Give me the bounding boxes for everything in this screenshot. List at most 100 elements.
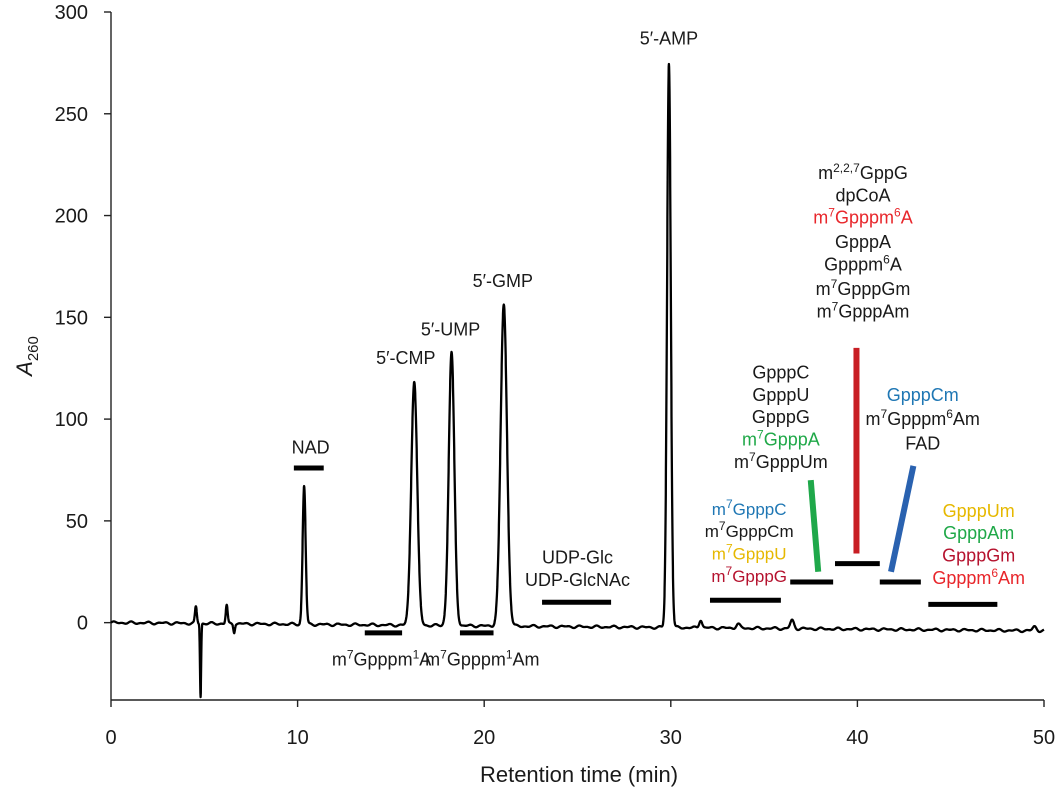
y-tick-label-250: 250	[55, 104, 88, 126]
annotation-15-part-4: A	[901, 208, 913, 228]
annotation-0: UDP-Glc	[542, 548, 613, 568]
peak-label-4: NAD	[292, 438, 330, 458]
annotation-4-part-1: 7	[726, 497, 733, 511]
annotation-11: m7GpppA	[742, 428, 820, 450]
annotation-25: GpppGm	[942, 546, 1015, 566]
y-axis-title-letter: A	[12, 361, 37, 378]
leader-lines	[807, 347, 917, 573]
annotation-16: GpppA	[835, 232, 891, 252]
annotation-23: GpppUm	[943, 501, 1015, 521]
annotation-15: m7Gpppm6A	[813, 206, 912, 228]
annotation-7-part-1: 7	[726, 564, 733, 578]
annotation-13: m2,2,7GppG	[818, 161, 908, 183]
annotation-7-part-0: m	[711, 567, 725, 586]
axes	[110, 12, 1044, 701]
annotation-6-part-0: m	[712, 545, 726, 564]
annotation-17: Gpppm6A	[824, 253, 902, 275]
annotation-18-part-1: 7	[831, 277, 838, 291]
annotation-25-part-0: GpppGm	[942, 546, 1015, 566]
x-tick-label-10: 10	[286, 727, 308, 749]
annotation-3-part-2: Gpppm	[447, 649, 506, 669]
annotation-0-part-0: UDP-Glc	[542, 548, 613, 568]
annotation-13-part-0: m	[818, 163, 833, 183]
annotation-21-part-2: Gpppm	[887, 409, 946, 429]
annotation-5-part-0: m	[705, 522, 719, 541]
annotation-5: m7GpppCm	[705, 519, 794, 541]
y-axis-title: A260	[12, 336, 42, 378]
annotation-2: m7Gpppm1A	[332, 647, 431, 669]
annotation-1: UDP-GlcNAc	[525, 570, 630, 590]
annotation-20: GpppCm	[887, 385, 959, 405]
y-tick-label-100: 100	[55, 409, 88, 431]
annotation-20-part-0: GpppCm	[887, 385, 959, 405]
annotation-3-part-0: m	[425, 649, 440, 669]
y-tick-label-0: 0	[77, 613, 88, 635]
annotation-1-part-0: UDP-GlcNAc	[525, 570, 630, 590]
peak-label-0: 5′-AMP	[640, 29, 698, 49]
annotation-12: m7GpppUm	[734, 450, 828, 472]
x-axis-title: Retention time (min)	[480, 762, 678, 787]
annotation-26-part-2: Am	[998, 568, 1025, 588]
annotation-8: GpppC	[752, 362, 809, 382]
range-bars	[293, 465, 998, 636]
annotation-15-part-3: 6	[894, 206, 901, 220]
annotation-24-part-0: GpppAm	[943, 523, 1014, 543]
annotation-3: m7Gpppm1Am	[425, 647, 539, 669]
peak-labels: 5′-AMP 5′-GMP 5′-UMP 5′-CMP NAD	[292, 29, 698, 458]
y-tick-label-50: 50	[66, 511, 88, 533]
annotation-2-part-2: Gpppm	[354, 649, 413, 669]
y-axis-title-subscript: 260	[25, 336, 42, 361]
annotation-17-part-1: 6	[883, 253, 890, 267]
annotation-13-part-2: GppG	[860, 163, 908, 183]
y-tick-label-200: 200	[55, 206, 88, 228]
annotation-15-part-1: 7	[828, 206, 835, 220]
annotation-19-part-2: GpppAm	[838, 301, 909, 321]
annotation-22: FAD	[905, 434, 940, 454]
annotation-2-part-3: 1	[413, 647, 420, 661]
x-tick-label-30: 30	[660, 727, 682, 749]
annotation-11-part-2: GpppA	[764, 430, 820, 450]
annotation-19-part-1: 7	[832, 299, 839, 313]
x-tick-label-20: 20	[473, 727, 495, 749]
y-tick-label-150: 150	[55, 307, 88, 329]
annotation-21-part-4: Am	[953, 409, 980, 429]
annotation-9-part-0: GpppU	[752, 385, 809, 405]
annotation-10: GpppG	[752, 407, 810, 427]
annotation-2-part-0: m	[332, 649, 347, 669]
annotation-21-part-1: 7	[881, 407, 888, 421]
y-tick-label-300: 300	[55, 2, 88, 24]
annotation-24: GpppAm	[943, 523, 1014, 543]
annotation-2-part-1: 7	[347, 647, 354, 661]
annotation-6-part-2: GpppU	[733, 545, 787, 564]
x-tick-label-50: 50	[1033, 727, 1055, 749]
chromatogram-trace	[110, 62, 1045, 699]
annotation-18-part-0: m	[816, 279, 831, 299]
leader-line-0	[807, 479, 822, 573]
annotation-2-part-4: A	[419, 649, 431, 669]
annotation-21-part-3: 6	[946, 407, 953, 421]
annotation-3-part-3: 1	[506, 647, 513, 661]
annotation-12-part-1: 7	[749, 450, 756, 464]
annotation-17-part-0: Gpppm	[824, 255, 883, 275]
annotation-14-part-0: dpCoA	[835, 185, 890, 205]
annotation-15-part-0: m	[813, 208, 828, 228]
annotation-21-part-0: m	[866, 409, 881, 429]
annotation-26-part-1: 6	[991, 566, 998, 580]
annotation-26-part-0: Gpppm	[932, 568, 991, 588]
x-tick-label-0: 0	[105, 727, 116, 749]
annotation-22-part-0: FAD	[905, 434, 940, 454]
annotation-7: m7GpppG	[711, 564, 787, 586]
annotation-10-part-0: GpppG	[752, 407, 810, 427]
annotation-4-part-2: GpppC	[733, 500, 787, 519]
annotation-5-part-2: GpppCm	[726, 522, 794, 541]
peak-label-3: 5′-CMP	[376, 348, 435, 368]
annotation-12-part-0: m	[734, 452, 749, 472]
peak-label-2: 5′-UMP	[421, 320, 480, 340]
x-tick-label-40: 40	[846, 727, 868, 749]
peak-label-1: 5′-GMP	[473, 271, 533, 291]
annotation-23-part-0: GpppUm	[943, 501, 1015, 521]
annotation-12-part-2: GpppUm	[756, 452, 828, 472]
annotation-14: dpCoA	[835, 185, 890, 205]
annotation-4-part-0: m	[712, 500, 726, 519]
